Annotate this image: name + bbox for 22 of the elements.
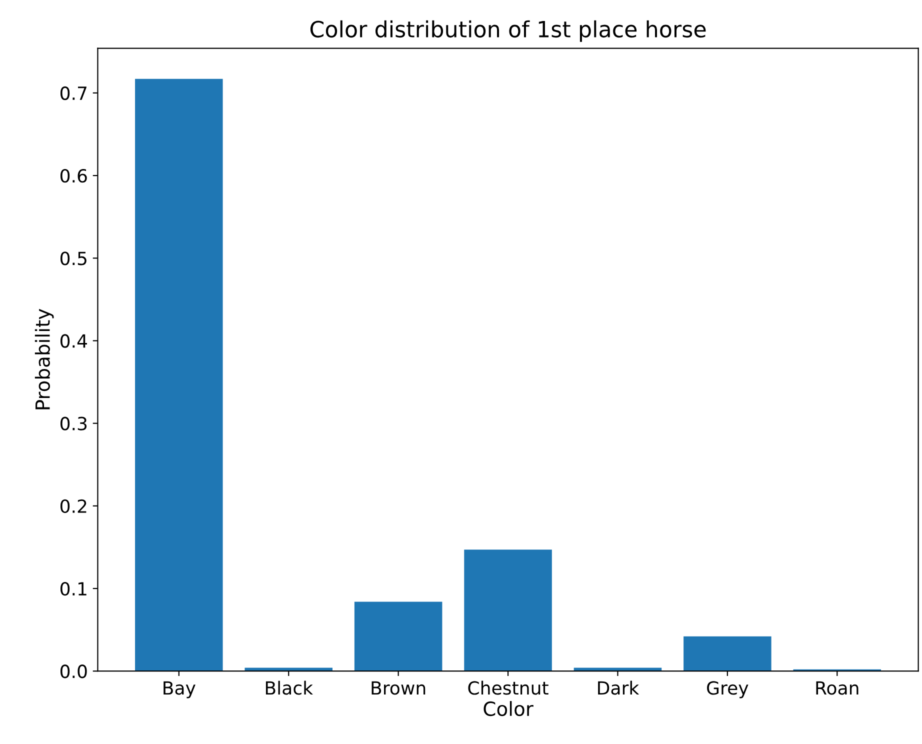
x-tick-label: Chestnut <box>468 680 548 695</box>
y-tick-label: 0.4 <box>60 334 87 348</box>
x-tick-label: Roan <box>816 681 858 695</box>
x-axis-title: Color <box>484 701 534 716</box>
x-tick-label: Black <box>266 680 313 695</box>
y-tick-label: 0.7 <box>60 86 86 100</box>
y-tick-label: 0.3 <box>60 416 87 430</box>
y-tick-label: 0.6 <box>60 169 87 183</box>
x-tick-label: Dark <box>598 680 640 695</box>
y-tick-label: 0.0 <box>60 664 87 678</box>
bar <box>135 78 223 672</box>
chart-title: Color distribution of 1st place horse <box>310 20 706 42</box>
y-tick-label: 0.2 <box>60 499 86 514</box>
x-tick-label: Brown <box>372 681 426 695</box>
bar <box>464 550 552 672</box>
y-tick-label: 0.5 <box>60 252 86 266</box>
bar <box>684 636 772 672</box>
y-tick-label: 0.1 <box>60 582 86 596</box>
y-axis-title: Probability <box>34 308 54 410</box>
bar <box>354 602 442 672</box>
x-tick-label: Bay <box>164 681 196 698</box>
x-tick-label: Grey <box>707 681 748 698</box>
